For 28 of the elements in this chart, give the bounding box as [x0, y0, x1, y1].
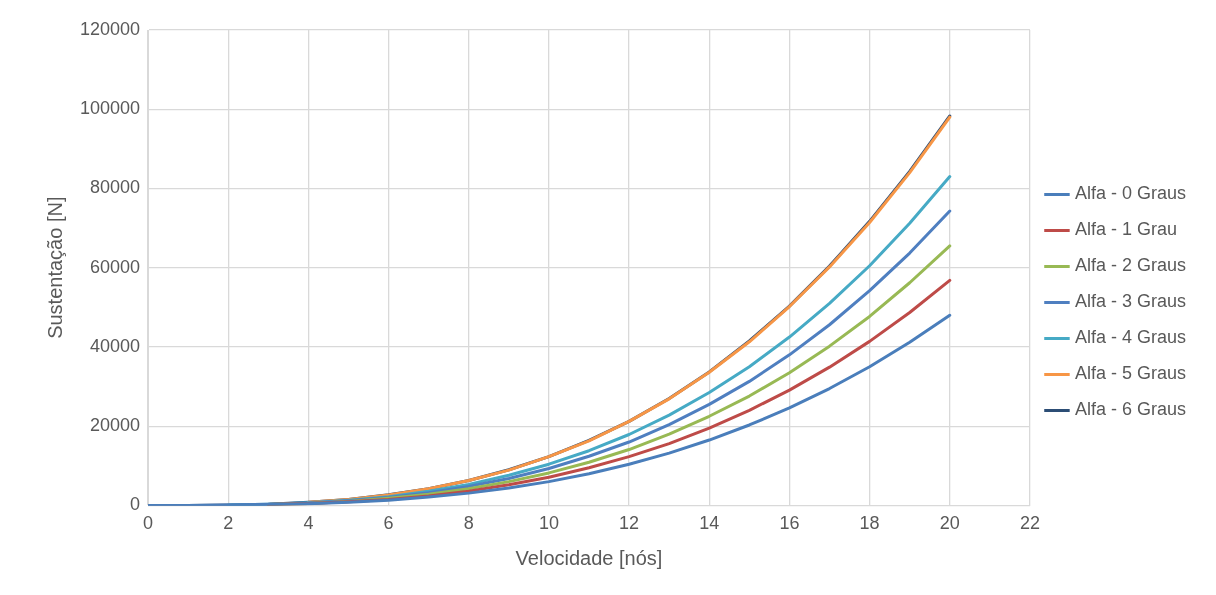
x-tick-label: 18: [859, 513, 880, 534]
x-tick-label: 10: [538, 513, 559, 534]
x-tick-label: 6: [383, 513, 394, 534]
y-tick-label: 100000: [79, 98, 141, 119]
legend-label: Alfa - 2 Graus: [1074, 255, 1187, 276]
x-tick-label: 2: [223, 513, 234, 534]
x-tick-label: 20: [939, 513, 960, 534]
legend-label: Alfa - 4 Graus: [1074, 327, 1187, 348]
legend-label: Alfa - 5 Graus: [1074, 363, 1187, 384]
x-tick-label: 12: [619, 513, 640, 534]
y-tick-label: 120000: [79, 18, 141, 39]
y-tick-label: 20000: [90, 415, 141, 436]
legend-label: Alfa - 3 Graus: [1074, 291, 1187, 312]
legend-label: Alfa - 1 Grau: [1074, 219, 1178, 240]
x-tick-label: 0: [143, 513, 154, 534]
x-tick-label: 4: [303, 513, 314, 534]
legend-label: Alfa - 0 Graus: [1074, 183, 1187, 204]
x-tick-label: 8: [463, 513, 474, 534]
x-tick-label: 14: [699, 513, 720, 534]
y-tick-label: 40000: [90, 335, 141, 356]
x-tick-label: 16: [779, 513, 800, 534]
x-axis-title: Velocidade [nós]: [515, 546, 663, 569]
y-tick-label: 0: [130, 494, 141, 515]
x-tick-label: 22: [1019, 513, 1040, 534]
y-axis-title: Sustentação [N]: [43, 196, 66, 339]
legend-label: Alfa - 6 Graus: [1074, 399, 1187, 420]
y-tick-label: 60000: [90, 256, 141, 277]
y-tick-label: 80000: [90, 177, 141, 198]
